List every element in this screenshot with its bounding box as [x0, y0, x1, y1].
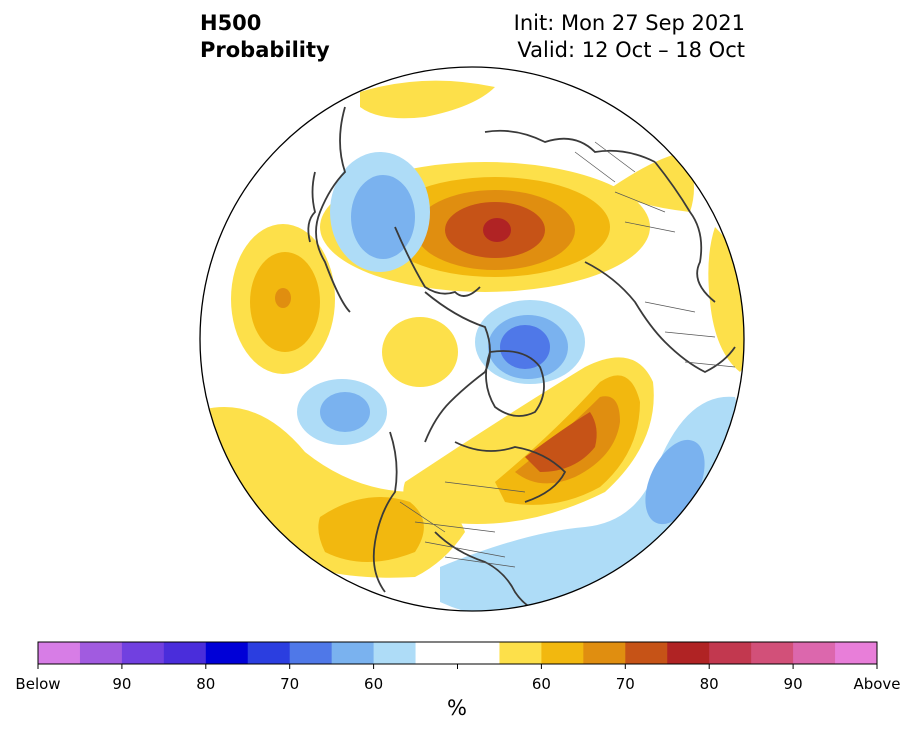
colorbar-cell: [457, 642, 500, 664]
colorbar-tick-label: 60: [364, 675, 384, 693]
colorbar-cell: [38, 642, 81, 664]
polar-map: [199, 66, 745, 612]
colorbar-cell: [541, 642, 584, 664]
coastlines: [307, 106, 736, 611]
colorbar-tick-label: Above: [853, 675, 901, 693]
chart-dates: Init: Mon 27 Sep 2021 Valid: 12 Oct – 18…: [514, 10, 745, 64]
init-date: Init: Mon 27 Sep 2021: [513, 11, 745, 35]
colorbar-cell: [79, 642, 123, 664]
colorbar-cell: [583, 642, 626, 664]
colorbar-tick-label: Below: [15, 675, 61, 693]
colorbar: [37, 641, 878, 669]
colorbar-cell: [331, 642, 375, 664]
anomaly-labrador-above: [403, 357, 654, 524]
colorbar-cell: [289, 642, 333, 664]
colorbar-tick-label: 80: [699, 675, 719, 693]
colorbar-tick-label: 80: [196, 675, 216, 693]
valid-date: Valid: 12 Oct – 18 Oct: [517, 38, 745, 62]
colorbar-tick-label: 90: [112, 675, 132, 693]
anomaly-arctic-below: [475, 300, 585, 384]
colorbar-tick-label: 90: [783, 675, 803, 693]
borders: [399, 141, 736, 568]
colorbar-unit: %: [447, 696, 467, 720]
colorbar-cell: [373, 642, 417, 664]
colorbar-tick-label: 70: [615, 675, 635, 693]
colorbar-cell: [247, 642, 291, 664]
colorbar-cell: [121, 642, 165, 664]
anomaly-pacific-below: [297, 379, 387, 445]
colorbar-cell: [205, 642, 249, 664]
colorbar-cell: [499, 642, 542, 664]
colorbar-tick-label: 70: [280, 675, 300, 693]
title-type: Probability: [200, 38, 330, 62]
colorbar-cell: [709, 642, 752, 664]
colorbar-cell: [415, 642, 458, 664]
anomaly-pacific-above: [231, 224, 335, 374]
colorbar-cell: [667, 642, 710, 664]
map-boundary: [199, 66, 745, 612]
probability-field: [200, 67, 744, 611]
colorbar-cell: [625, 642, 668, 664]
colorbar-cell: [751, 642, 794, 664]
colorbar-tick-label: 60: [531, 675, 551, 693]
title-variable: H500: [200, 11, 262, 35]
colorbar-cell: [793, 642, 836, 664]
colorbar-cell: [835, 642, 878, 664]
chart-title: H500 Probability: [200, 10, 330, 64]
colorbar-cell: [163, 642, 207, 664]
